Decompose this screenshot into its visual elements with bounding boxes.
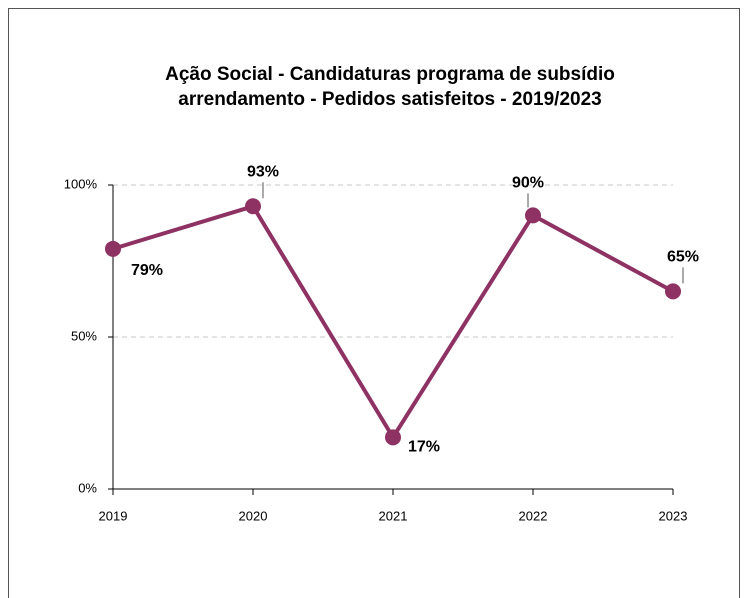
- data-point: [525, 207, 541, 224]
- data-label: 79%: [131, 262, 163, 279]
- x-tick-label: 2019: [99, 508, 128, 523]
- data-point: [245, 198, 261, 215]
- data-label: 17%: [408, 439, 440, 456]
- x-tick-label: 2022: [519, 508, 548, 523]
- x-tick-label: 2023: [659, 508, 688, 523]
- data-point: [665, 283, 681, 300]
- x-tick-label: 2020: [239, 508, 268, 523]
- y-tick-label: 50%: [71, 328, 97, 343]
- chart-frame: [8, 8, 740, 598]
- data-point: [385, 429, 401, 446]
- chart-title: Ação Social - Candidaturas programa de s…: [165, 64, 615, 85]
- data-label: 93%: [247, 163, 279, 180]
- x-tick-label: 2021: [379, 508, 408, 523]
- data-label: 65%: [667, 249, 699, 266]
- data-point: [105, 240, 121, 257]
- chart-title: arrendamento - Pedidos satisfeitos - 201…: [178, 89, 601, 110]
- y-tick-label: 100%: [64, 176, 98, 191]
- y-tick-label: 0%: [78, 480, 97, 495]
- data-label: 90%: [512, 175, 544, 192]
